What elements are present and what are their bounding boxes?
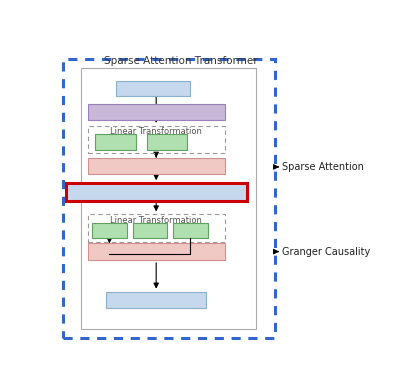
Text: Query: Query	[94, 225, 124, 236]
Text: Query: Query	[101, 136, 130, 147]
Text: Value: Value	[176, 225, 203, 236]
Bar	[115, 82, 190, 96]
Text: Temporal Attention: Temporal Attention	[106, 161, 205, 171]
Text: Linear Transformation: Linear Transformation	[110, 216, 202, 225]
Bar	[95, 134, 136, 149]
Bar	[87, 158, 224, 174]
Bar	[173, 223, 207, 238]
Bar	[132, 223, 167, 238]
Text: Linear Transformation: Linear Transformation	[110, 127, 202, 136]
Bar	[66, 183, 246, 200]
Text: Causation Matrix: Causation Matrix	[111, 295, 200, 305]
Text: Key: Key	[158, 136, 176, 147]
Bar	[81, 68, 255, 329]
Bar	[63, 59, 274, 338]
Bar	[87, 104, 224, 121]
Text: Inter-variable Attention: Inter-variable Attention	[95, 247, 216, 257]
Bar	[92, 223, 126, 238]
Bar	[106, 292, 206, 308]
Bar	[87, 126, 224, 153]
Bar	[87, 243, 224, 260]
Text: Time Series: Time Series	[122, 84, 183, 94]
Bar	[146, 134, 187, 149]
Text: Pick top k elements: Pick top k elements	[105, 187, 207, 197]
Text: Sparse Attention: Sparse Attention	[282, 162, 363, 172]
Bar	[87, 215, 224, 242]
Text: Key: Key	[141, 225, 158, 236]
Text: Positional Encoding: Positional Encoding	[105, 107, 207, 117]
Text: Granger Causality: Granger Causality	[282, 246, 370, 257]
Text: Sparse Attention Transformer: Sparse Attention Transformer	[104, 56, 257, 66]
